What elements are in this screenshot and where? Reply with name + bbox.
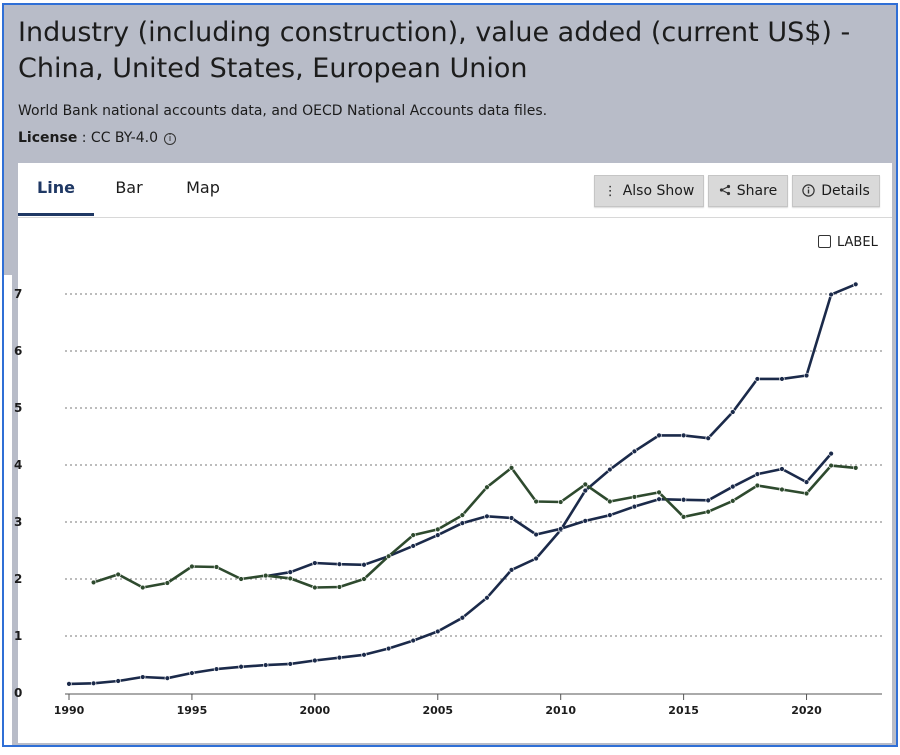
details-label: Details [821,183,870,199]
share-button[interactable]: Share [708,175,788,207]
label-toggle[interactable]: LABEL [818,235,878,250]
chart-panel: Line Bar Map ⋮ Also Show Share Details LA… [18,163,892,743]
tab-line[interactable]: Line [18,163,94,216]
details-button[interactable]: Details [792,175,880,207]
license-label: License [18,130,78,146]
label-toggle-text: LABEL [837,235,878,250]
share-icon [719,177,731,207]
tab-map[interactable]: Map [186,178,220,197]
license-line: License : CC BY-4.0 i [18,130,176,146]
chart-card: Industry (including construction), value… [2,3,898,747]
label-checkbox[interactable] [818,235,831,248]
more-vertical-icon: ⋮ [603,184,617,199]
info-icon[interactable]: i [163,133,176,145]
info-circle-icon [802,177,815,207]
also-show-label: Also Show [622,183,695,199]
also-show-button[interactable]: ⋮ Also Show [594,175,704,207]
left-strip [4,275,12,745]
license-value: : CC BY-4.0 [77,130,158,146]
page-title: Industry (including construction), value… [18,17,851,84]
tab-bar: Line Bar Map ⋮ Also Show Share Details [18,163,892,218]
share-label: Share [736,183,778,199]
source-note: World Bank national accounts data, and O… [18,103,548,119]
tab-bar-chart[interactable]: Bar [115,178,143,197]
